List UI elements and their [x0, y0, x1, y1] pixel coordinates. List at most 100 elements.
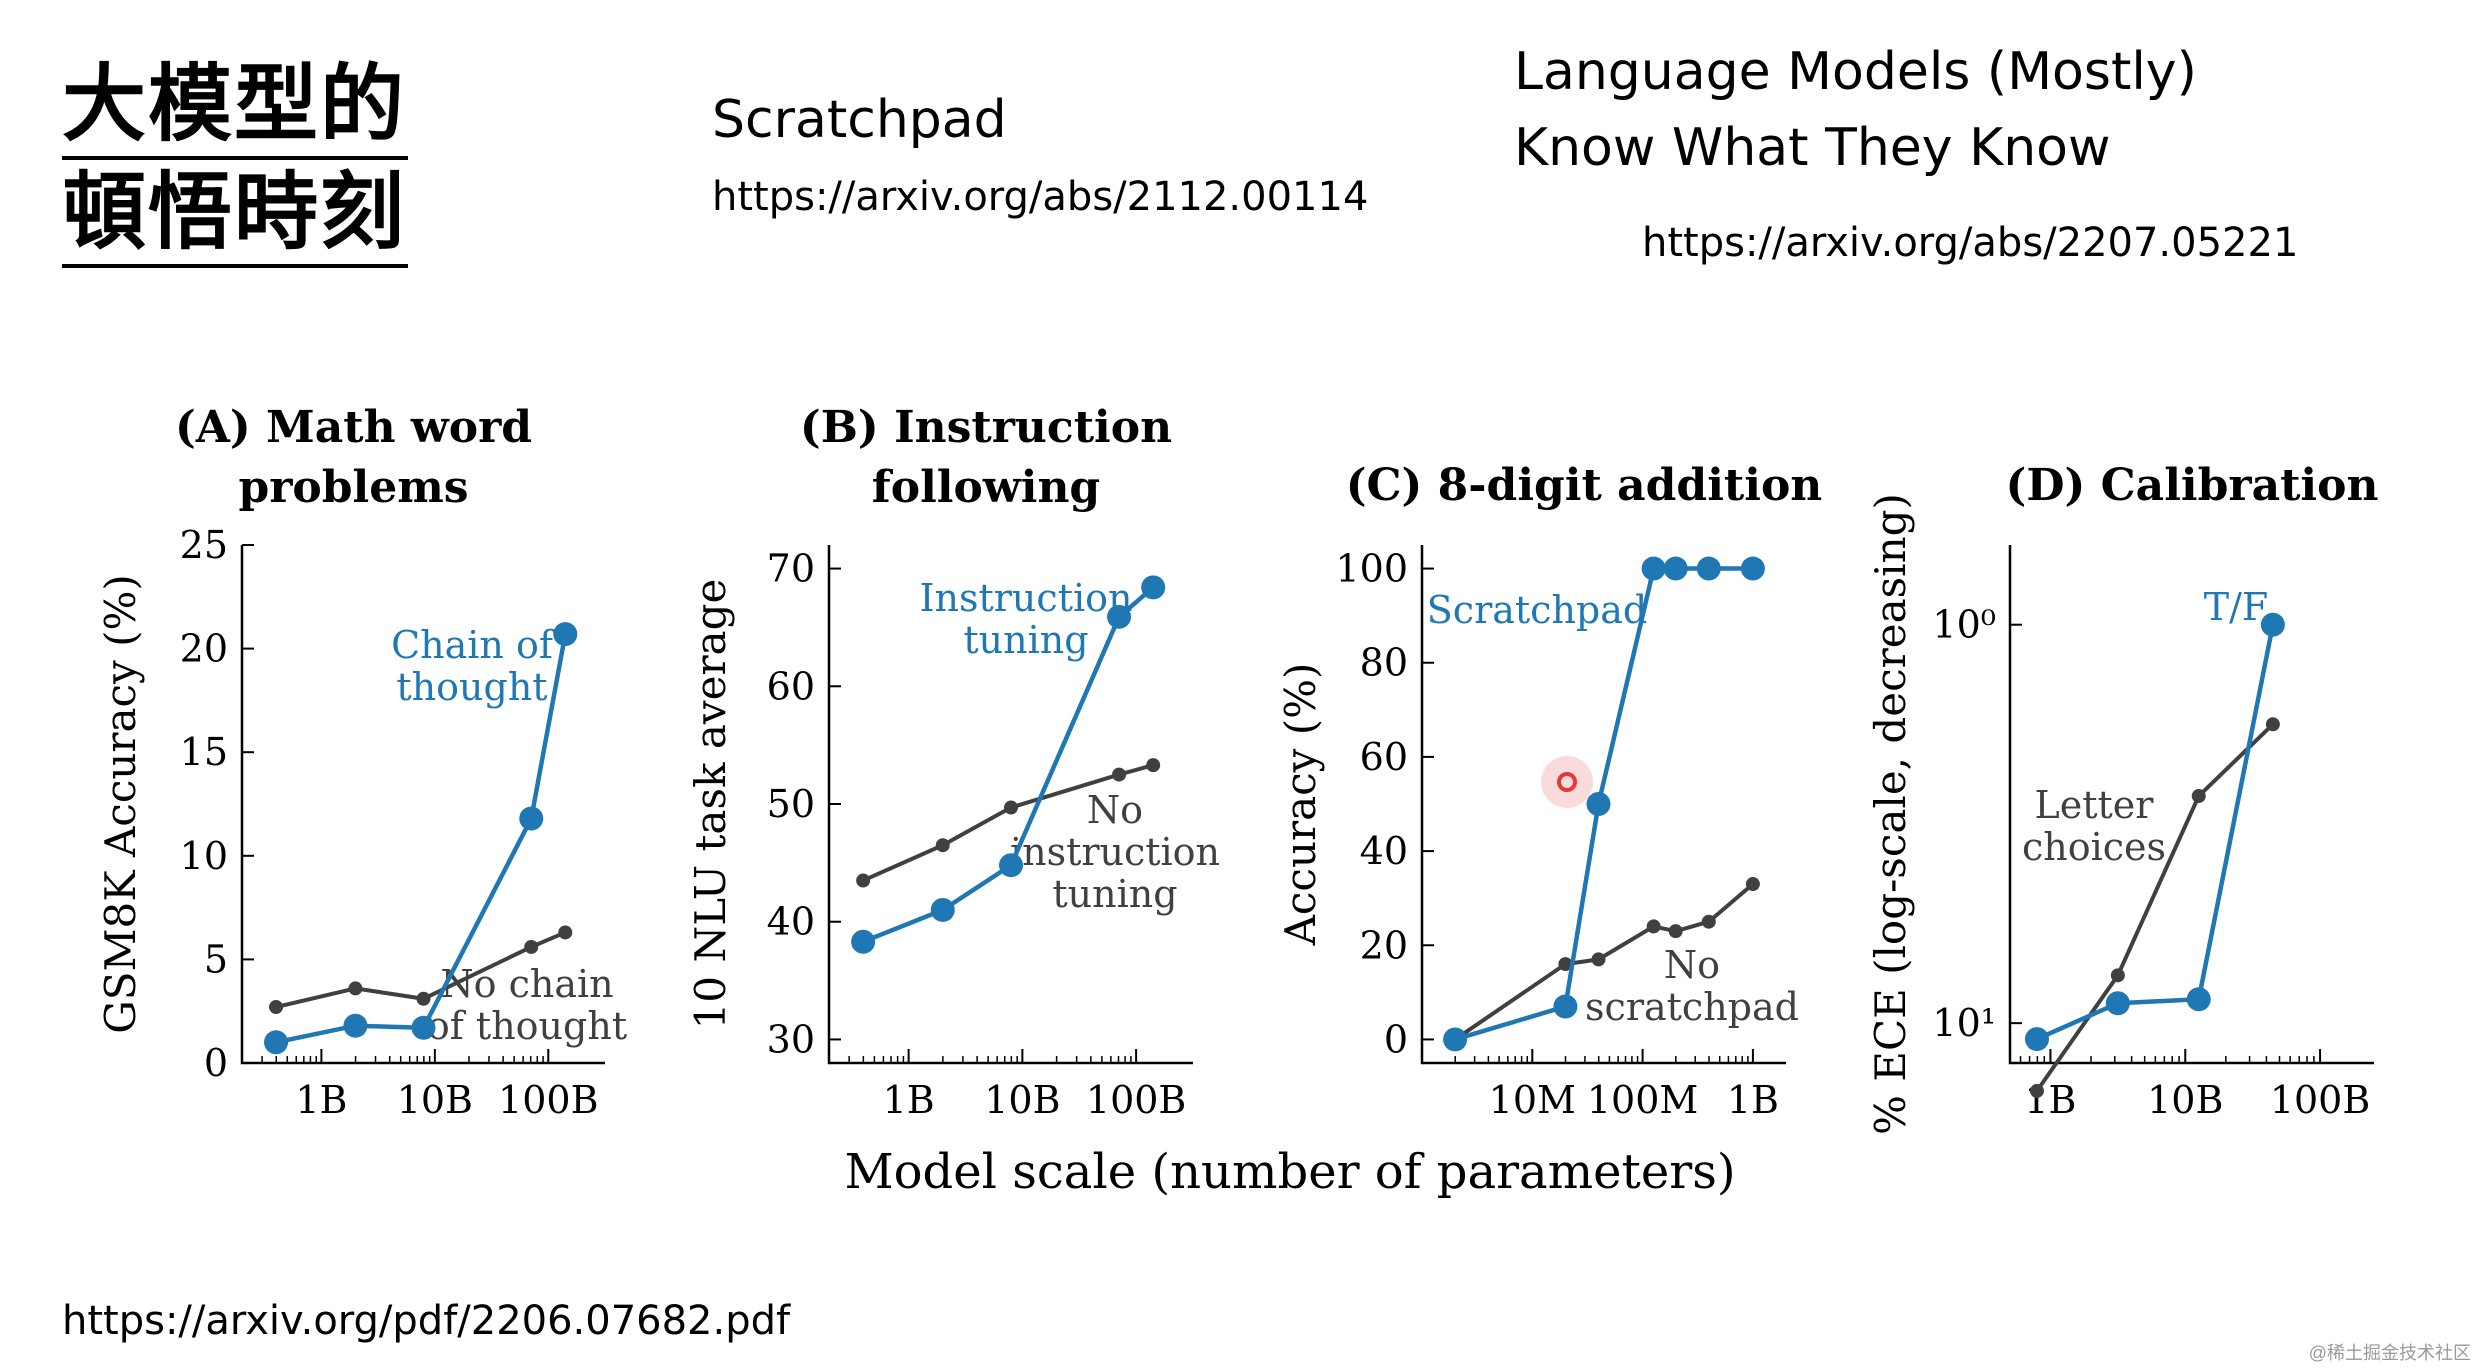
- ref2-title-line2: Know What They Know: [1514, 118, 2111, 178]
- panel-3-xtick-label-0: 1B: [2024, 1078, 2076, 1122]
- panel-1-ytick-label-4: 70: [767, 547, 815, 591]
- figure-svg: (A) Math word problems GSM8K Accuracy (%) 0…: [96, 402, 2379, 1200]
- slide-title-line2: 頓悟時刻: [62, 160, 408, 268]
- panel-2-series-0-point-4: [1663, 556, 1688, 581]
- panel-2-axes: [1420, 545, 1786, 1065]
- panel-3-ytick-label-0: 10⁰: [1932, 603, 1996, 647]
- watermark: @稀土掘金技术社区: [2308, 1343, 2471, 1363]
- panel-0-series-1-point-3: [524, 939, 539, 954]
- panel-2-xtick-label-1: 100M: [1587, 1078, 1698, 1122]
- panel-0-xtick-label-2: 100B: [498, 1078, 598, 1122]
- panel-0-series-1-point-0: [269, 1000, 284, 1015]
- panel-0-series-1-label-1: of thought: [427, 1004, 627, 1048]
- panel-3-xtick-label-2: 100B: [2270, 1078, 2370, 1122]
- panel-2-series-1-label-0: No: [1664, 943, 1720, 987]
- panel-2-xtick-label-0: 10M: [1489, 1078, 1576, 1122]
- panel-0-title-line-0: (A) Math word: [175, 402, 532, 453]
- panel-1-series-0-point-0: [851, 929, 876, 954]
- panel-1-ylabel: 10 NLU task average: [686, 579, 735, 1030]
- panel-0-ytick-label-2: 10: [180, 834, 228, 878]
- panel-1-xtick-label-2: 100B: [1086, 1078, 1186, 1122]
- panel-1-series-1-point-4: [1146, 758, 1161, 773]
- panel-0-series-1-point-1: [348, 981, 363, 996]
- panel-1-series-1-point-3: [1112, 767, 1127, 782]
- panel-2-ytick-label-3: 60: [1360, 735, 1408, 779]
- ref1-title: Scratchpad: [712, 90, 1007, 150]
- panel-0-ytick-label-4: 20: [180, 627, 228, 671]
- panel-0-title-line-1: problems: [238, 462, 468, 513]
- panel-3-ytick-label-1: 10¹: [1932, 1001, 1996, 1045]
- panel-3-series-0-point-2: [2186, 987, 2211, 1012]
- panel-2-title-line-0: (C) 8-digit addition: [1346, 460, 1823, 511]
- panel-3-series-1-label-0: Letter: [2035, 783, 2155, 827]
- panel-2-series-0-point-1: [1553, 994, 1578, 1019]
- panel-2-ylabel: Accuracy (%): [1276, 663, 1325, 947]
- panel-3-series-1-point-3: [2265, 717, 2280, 732]
- panel-1-ytick-label-0: 30: [767, 1017, 815, 1061]
- panel-1-ytick-label-3: 60: [767, 664, 815, 708]
- panel-1-series-0-label-0: Instruction: [920, 576, 1133, 620]
- panel-3-ylabel: % ECE (log-scale, decreasing): [1866, 493, 1915, 1135]
- panel-2-series-0-point-6: [1740, 556, 1765, 581]
- panel-0-ylabel: GSM8K Accuracy (%): [96, 574, 145, 1034]
- slide-title: 大模型的 頓悟時刻: [62, 52, 408, 268]
- panel-2-ytick-label-0: 0: [1384, 1017, 1408, 1061]
- panel-3-series-1-point-2: [2191, 789, 2206, 804]
- panel-1-xtick-label-1: 10B: [984, 1078, 1060, 1122]
- panel-1-series-1-point-1: [935, 838, 950, 853]
- panel-1-series-0-point-2: [999, 853, 1023, 878]
- panel-2-series-1-point-5: [1701, 914, 1716, 929]
- panel-2-series-0-point-0: [1443, 1027, 1468, 1052]
- panel-3-xtick-label-1: 10B: [2147, 1078, 2223, 1122]
- panel-1-series-0-point-4: [1141, 575, 1166, 600]
- panel-2-series-0-point-2: [1586, 792, 1611, 816]
- panel-3-series-0-point-3: [2260, 612, 2285, 637]
- panel-1-title-line-0: (B) Instruction: [800, 402, 1172, 453]
- panel-0-ytick-label-1: 5: [204, 937, 228, 981]
- panel-2-series-1-label-1: scratchpad: [1585, 985, 1799, 1029]
- panel-0-series-0-point-2: [411, 1015, 436, 1040]
- panel-3-series-1-point-1: [2110, 968, 2125, 983]
- panel-0-series-1-point-2: [416, 991, 431, 1006]
- panel-0-xtick-label-0: 1B: [295, 1078, 347, 1122]
- panel-0-series-1-label-0: No chain: [440, 962, 613, 1006]
- panel-2-xtick-label-2: 1B: [1727, 1078, 1779, 1122]
- panel-2-series-0-point-5: [1696, 556, 1721, 581]
- panel-2-ytick-label-2: 40: [1360, 829, 1408, 873]
- ref1-url[interactable]: https://arxiv.org/abs/2112.00114: [712, 174, 1369, 220]
- figure-xlabel: Model scale (number of parameters): [844, 1144, 1735, 1200]
- cursor-highlight-ring: [1557, 772, 1577, 792]
- panel-2-ytick-label-5: 100: [1335, 547, 1408, 591]
- panel-1-ytick-label-2: 50: [767, 782, 815, 826]
- panel-0-ytick-label-5: 25: [180, 523, 228, 567]
- panel-0-series-0-point-4: [553, 622, 578, 647]
- panel-2-series-1-point-1: [1558, 957, 1573, 972]
- panel-1-ytick-label-1: 40: [767, 900, 815, 944]
- panel-3-series-1-point-0: [2029, 1083, 2044, 1098]
- source-url[interactable]: https://arxiv.org/pdf/2206.07682.pdf: [62, 1298, 791, 1344]
- panel-1-title-line-1: following: [872, 462, 1100, 513]
- panel-3-series-0-point-0: [2024, 1027, 2049, 1052]
- panel-1-xtick-label-0: 1B: [883, 1078, 935, 1122]
- panel-3-axes: [2008, 545, 2374, 1065]
- panel-2-ytick-label-1: 20: [1360, 923, 1408, 967]
- panel-2-series-1-point-6: [1745, 877, 1760, 892]
- panel-2-ytick-label-4: 80: [1360, 641, 1408, 685]
- panel-0-ytick-label-0: 0: [204, 1041, 228, 1085]
- panel-1-series-1-point-0: [856, 873, 871, 888]
- panel-3-series-1-label-1: choices: [2022, 825, 2166, 869]
- figure-emergent-abilities: (A) Math word problems GSM8K Accuracy (%) 0…: [0, 380, 2479, 1240]
- panel-0-series-1-point-4: [558, 925, 573, 940]
- panel-1-series-0-point-3: [1107, 604, 1132, 629]
- panel-1-series-0-label-1: tuning: [963, 618, 1088, 662]
- ref2-url[interactable]: https://arxiv.org/abs/2207.05221: [1642, 220, 2299, 266]
- panel-3-title-line-0: (D) Calibration: [2006, 460, 2379, 511]
- panel-1-series-1-label-2: tuning: [1052, 872, 1177, 916]
- panel-3-series-0-label-0: T/F: [2204, 585, 2269, 629]
- panel-0-series-0-label-1: thought: [396, 665, 547, 709]
- panel-2-series-0-label-0: Scratchpad: [1427, 588, 1647, 632]
- panel-0-ytick-label-3: 15: [180, 730, 228, 774]
- panel-2-series-1-point-3: [1646, 919, 1661, 934]
- panel-2-series-1-point-4: [1668, 924, 1683, 939]
- panel-3-series-0-point-1: [2105, 991, 2130, 1016]
